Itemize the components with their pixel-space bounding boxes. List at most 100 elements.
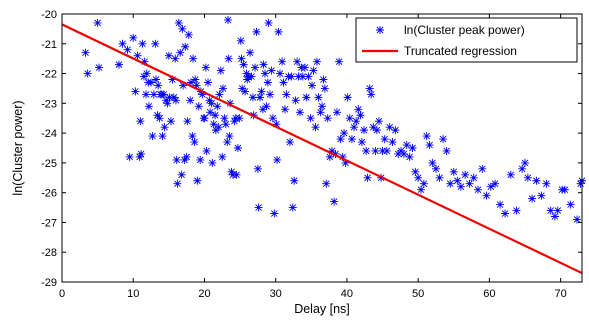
data-point bbox=[188, 132, 197, 141]
data-point bbox=[302, 93, 311, 102]
data-point bbox=[179, 81, 188, 90]
data-point bbox=[425, 141, 434, 150]
data-point bbox=[155, 114, 164, 123]
data-point bbox=[309, 66, 318, 75]
data-point bbox=[252, 27, 261, 36]
data-point bbox=[332, 108, 341, 117]
data-point bbox=[215, 90, 224, 99]
data-point bbox=[313, 57, 322, 66]
data-point bbox=[168, 75, 177, 84]
data-point bbox=[365, 84, 374, 93]
data-point bbox=[287, 72, 296, 81]
data-point bbox=[291, 96, 300, 105]
legend: ln(Cluster peak power) Truncated regress… bbox=[355, 17, 578, 63]
data-point bbox=[553, 206, 562, 215]
data-point bbox=[363, 173, 372, 182]
data-point bbox=[285, 138, 294, 147]
data-point bbox=[560, 185, 569, 194]
x-tick-label: 0 bbox=[59, 288, 65, 300]
data-point bbox=[133, 51, 142, 60]
data-point bbox=[279, 78, 288, 87]
data-point bbox=[174, 18, 183, 27]
legend-asterisk bbox=[376, 26, 384, 34]
data-point bbox=[151, 39, 160, 48]
data-point bbox=[343, 93, 352, 102]
data-point bbox=[242, 69, 251, 78]
data-point bbox=[270, 209, 279, 218]
data-point bbox=[172, 155, 181, 164]
y-tick-label: -21 bbox=[41, 39, 57, 51]
data-point bbox=[223, 138, 232, 147]
data-point bbox=[254, 203, 263, 212]
data-point bbox=[209, 120, 218, 129]
data-point bbox=[220, 114, 229, 123]
data-point bbox=[576, 179, 585, 188]
data-point bbox=[546, 206, 555, 215]
data-point bbox=[243, 75, 252, 84]
data-point bbox=[465, 179, 474, 188]
x-tick-label: 40 bbox=[341, 288, 353, 300]
data-point bbox=[449, 167, 458, 176]
data-point bbox=[385, 123, 394, 132]
data-point bbox=[402, 141, 411, 150]
data-point bbox=[142, 69, 151, 78]
data-point bbox=[496, 200, 505, 209]
x-tick-label: 10 bbox=[127, 288, 139, 300]
data-point bbox=[241, 87, 250, 96]
data-point bbox=[258, 105, 267, 114]
data-point bbox=[163, 99, 172, 108]
data-point bbox=[512, 206, 521, 215]
data-point bbox=[266, 90, 274, 99]
data-point bbox=[147, 78, 156, 87]
data-point bbox=[325, 152, 334, 161]
data-point bbox=[142, 90, 151, 99]
plot-frame bbox=[61, 13, 583, 283]
data-point bbox=[207, 99, 216, 108]
data-point bbox=[93, 18, 102, 27]
data-point bbox=[314, 93, 323, 102]
data-point bbox=[160, 123, 169, 132]
data-point bbox=[218, 152, 227, 161]
data-point bbox=[190, 138, 199, 147]
data-point bbox=[371, 146, 380, 155]
data-point bbox=[308, 81, 317, 90]
data-point bbox=[442, 146, 451, 155]
data-point bbox=[158, 132, 167, 141]
data-point bbox=[523, 173, 532, 182]
data-point bbox=[164, 51, 173, 60]
data-point bbox=[295, 108, 304, 117]
data-point bbox=[446, 179, 455, 188]
data-point bbox=[177, 170, 186, 179]
data-point bbox=[354, 105, 363, 114]
data-point bbox=[330, 197, 339, 206]
data-point bbox=[208, 158, 217, 167]
data-point bbox=[482, 191, 491, 200]
data-point bbox=[327, 146, 336, 155]
data-point bbox=[137, 149, 146, 158]
data-point bbox=[399, 149, 408, 158]
legend-label-line: Truncated regression bbox=[404, 44, 517, 58]
data-point bbox=[205, 96, 214, 105]
data-point bbox=[196, 155, 205, 164]
data-point bbox=[469, 173, 478, 182]
data-point bbox=[233, 144, 242, 152]
data-point bbox=[264, 18, 273, 27]
data-point bbox=[282, 90, 291, 99]
data-point bbox=[280, 105, 289, 114]
x-tick-label: 60 bbox=[483, 288, 495, 300]
data-point bbox=[357, 138, 366, 147]
data-point bbox=[194, 102, 203, 111]
y-tick-label: -24 bbox=[41, 128, 57, 140]
data-point bbox=[419, 179, 428, 188]
data-point bbox=[362, 146, 371, 155]
data-point bbox=[323, 114, 332, 123]
data-point bbox=[83, 69, 92, 78]
legend-marker-scatter bbox=[376, 26, 384, 34]
data-point bbox=[320, 84, 329, 93]
y-tick-label: -22 bbox=[41, 69, 57, 81]
data-point bbox=[144, 102, 153, 111]
data-point bbox=[322, 179, 331, 188]
data-point bbox=[95, 63, 104, 72]
data-point bbox=[311, 123, 320, 132]
